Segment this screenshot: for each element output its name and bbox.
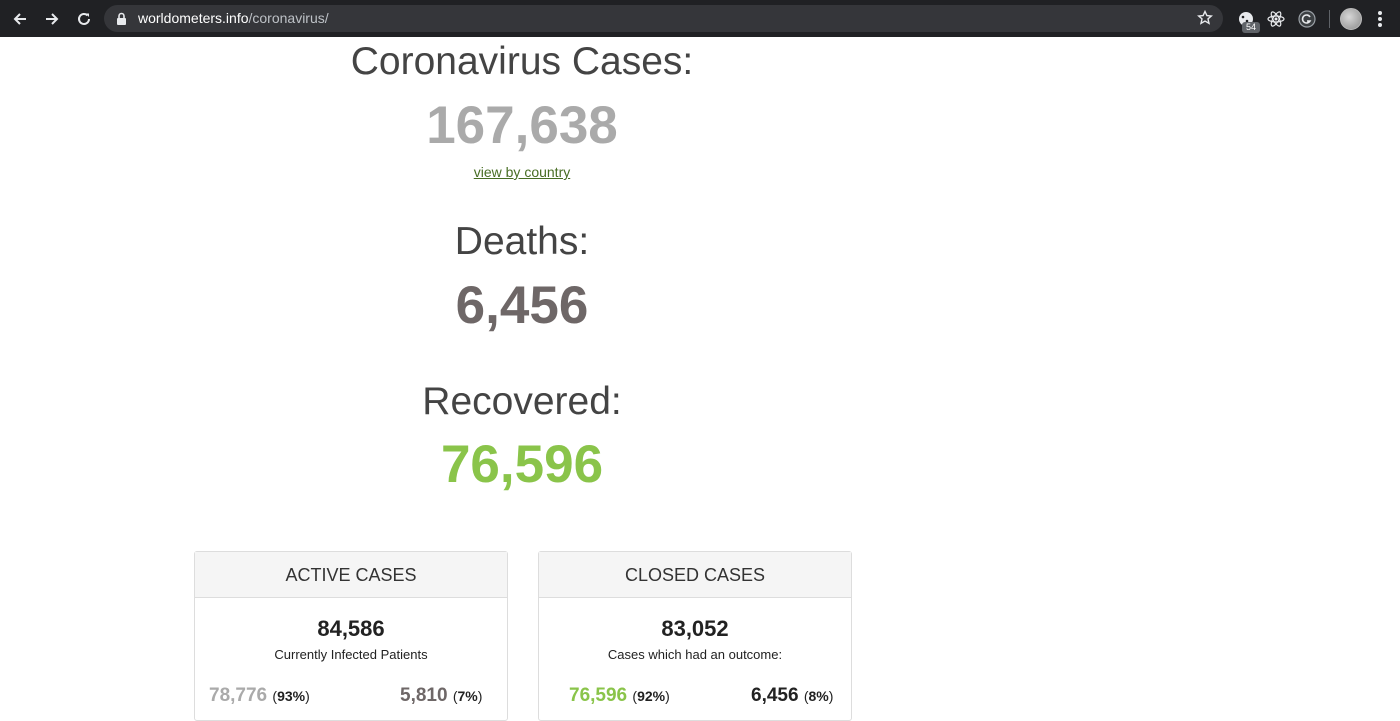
- mild-condition-stat: 78,776 (93%): [209, 685, 310, 706]
- address-bar[interactable]: worldometers.info/coronavirus/: [104, 5, 1223, 32]
- profile-avatar[interactable]: [1340, 8, 1362, 30]
- arrow-left-icon: [13, 13, 26, 25]
- closed-cases-subtitle: Cases which had an outcome:: [607, 647, 783, 662]
- url-host: worldometers.info: [138, 10, 249, 26]
- active-cases-panel: ACTIVE CASES 84,586 Currently Infected P…: [194, 551, 508, 721]
- lock-icon: [117, 12, 126, 25]
- mild-condition-pct: 93%: [277, 688, 306, 704]
- url-text: worldometers.info/coronavirus/: [138, 10, 329, 26]
- serious-condition-stat: 5,810 (7%): [400, 685, 483, 706]
- deaths-stat-pct: 8%: [808, 688, 829, 704]
- mild-condition-count: 78,776: [209, 685, 268, 706]
- deaths-count: 6,456: [455, 276, 589, 335]
- active-cases-subtitle: Currently Infected Patients: [274, 647, 428, 662]
- browser-toolbar: worldometers.info/coronavirus/ 54: [0, 0, 1400, 37]
- url-path: /coronavirus/: [248, 10, 329, 26]
- recovered-stat-pct: 92%: [637, 688, 666, 704]
- react-atom-icon: [1267, 11, 1285, 27]
- recovered-stat-count: 76,596: [569, 685, 628, 706]
- deaths-stat-count: 6,456: [751, 685, 799, 706]
- cases-label: Coronavirus Cases:: [350, 40, 694, 83]
- serious-condition-pct: 7%: [457, 688, 478, 704]
- extension-react[interactable]: [1266, 9, 1286, 29]
- deaths-stat: 6,456 (8%): [751, 685, 834, 706]
- active-cases-total: 84,586: [317, 616, 385, 641]
- recovered-label: Recovered:: [422, 380, 622, 423]
- arrow-right-icon: [46, 13, 59, 25]
- reload-icon: [78, 12, 90, 25]
- recovered-stat: 76,596 (92%): [569, 685, 670, 706]
- toolbar-divider: [1329, 10, 1330, 28]
- forward-button[interactable]: [41, 8, 63, 30]
- grammarly-icon: [1298, 10, 1316, 28]
- recovered-count: 76,596: [440, 435, 604, 494]
- extension-grammarly[interactable]: [1297, 9, 1317, 29]
- back-button[interactable]: [9, 8, 31, 30]
- closed-cases-total: 83,052: [661, 616, 729, 641]
- view-by-country-link-wrap: view by country: [222, 165, 822, 179]
- browser-menu-icon[interactable]: [1374, 9, 1386, 29]
- serious-condition-count: 5,810: [400, 685, 448, 706]
- active-cases-title: ACTIVE CASES: [195, 552, 507, 598]
- deaths-label: Deaths:: [454, 220, 590, 263]
- bookmark-star-icon[interactable]: [1197, 10, 1213, 26]
- closed-cases-panel: CLOSED CASES 83,052 Cases which had an o…: [538, 551, 852, 721]
- extension-badge: 54: [1242, 22, 1260, 33]
- closed-cases-title: CLOSED CASES: [539, 552, 851, 598]
- cases-count: 167,638: [426, 96, 618, 155]
- reload-button[interactable]: [73, 8, 95, 30]
- view-by-country-link[interactable]: view by country: [473, 164, 571, 180]
